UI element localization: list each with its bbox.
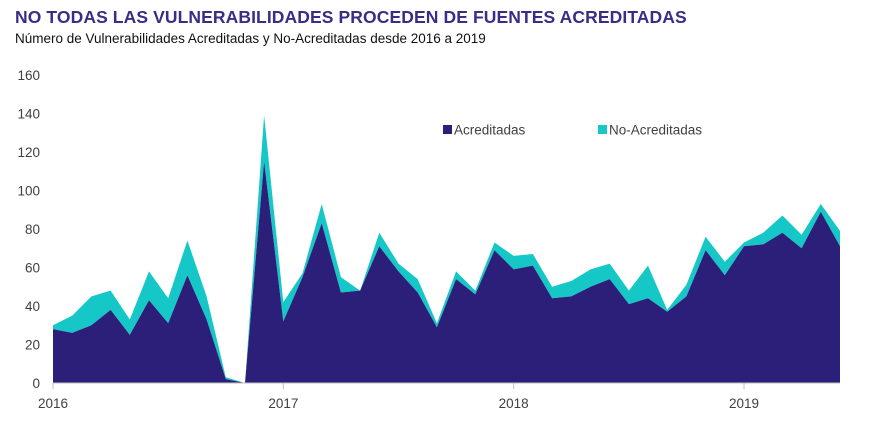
y-tick-label: 80 [25, 222, 40, 237]
y-tick-label: 0 [32, 376, 40, 391]
legend: Acreditadas No-Acreditadas [443, 123, 702, 138]
x-tick-label: 2016 [38, 396, 68, 411]
chart-subtitle: Número de Vulnerabilidades Acreditadas y… [15, 31, 486, 46]
legend-label: Acreditadas [454, 123, 526, 138]
chart-title: NO TODAS LAS VULNERABILIDADES PROCEDEN D… [15, 7, 687, 27]
y-tick-label: 40 [25, 299, 40, 314]
y-tick-label: 160 [17, 68, 40, 83]
legend-swatch [598, 125, 607, 134]
y-tick-label: 60 [25, 261, 40, 276]
plot-area [53, 115, 840, 384]
y-tick-label: 120 [17, 145, 40, 160]
y-tick-label: 140 [17, 107, 40, 122]
legend-label: No-Acreditadas [609, 123, 702, 138]
x-axis: 2016 2017 2018 2019 [38, 382, 840, 411]
x-tick-label: 2019 [729, 396, 759, 411]
legend-swatch [443, 125, 452, 134]
y-tick-label: 100 [17, 184, 40, 199]
y-axis: 0 20 40 60 80 100 120 140 160 [17, 68, 40, 391]
x-tick-label: 2018 [499, 396, 529, 411]
x-tick-label: 2017 [268, 396, 298, 411]
area-acreditadas [53, 161, 840, 383]
y-tick-label: 20 [25, 338, 40, 353]
